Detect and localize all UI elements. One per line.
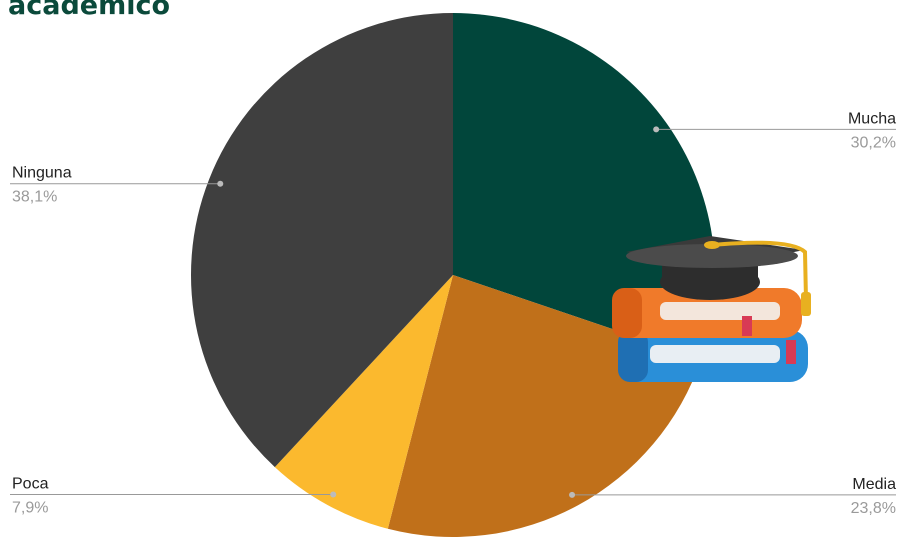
leader-dot: [217, 180, 224, 187]
leader-dot: [330, 491, 337, 498]
slice-value-label: 30,2%: [851, 134, 896, 151]
slice-value-label: 38,1%: [12, 189, 57, 206]
leader-dot: [569, 491, 576, 498]
slice-label: Media: [852, 476, 896, 493]
slice-label: Mucha: [848, 110, 896, 127]
graduation-icon: [612, 236, 811, 382]
pie-slice: [453, 13, 715, 360]
slice-value-label: 23,8%: [851, 500, 896, 517]
chart-title: académico: [8, 0, 170, 21]
slice-label: Ninguna: [12, 165, 72, 182]
pie-slice: [274, 275, 453, 529]
slice-label: Poca: [12, 475, 49, 492]
slice-value-label: 7,9%: [12, 499, 48, 516]
leader-dot: [653, 126, 660, 133]
pie-slice: [190, 13, 453, 468]
